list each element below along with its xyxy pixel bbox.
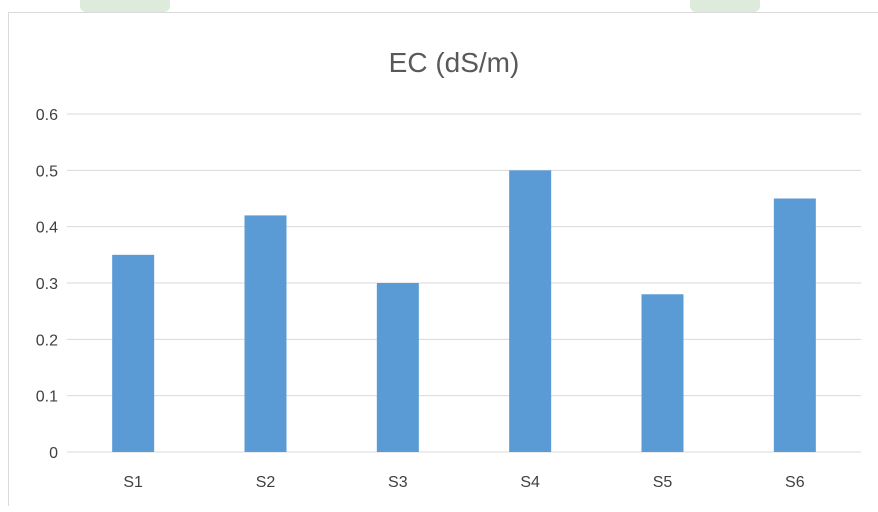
y-tick-label: 0.4: [36, 220, 58, 237]
bar-s6: [773, 198, 816, 452]
y-tick-label: 0.3: [36, 276, 58, 293]
y-tick-label: 0.2: [36, 332, 58, 349]
top-band: [0, 0, 878, 12]
bar-s2: [244, 215, 287, 452]
decorative-band-right: [690, 0, 760, 12]
decorative-band-left: [80, 0, 170, 12]
gridlines: [67, 113, 861, 453]
bar-s1: [112, 254, 155, 452]
x-tick-label-s3: S3: [388, 474, 408, 491]
bar-s3: [376, 283, 419, 452]
bars: [112, 170, 816, 453]
y-tick-label: 0.6: [36, 107, 58, 124]
chart-title: EC (dS/m): [389, 47, 520, 78]
x-tick-label-s4: S4: [520, 474, 540, 491]
y-tick-label: 0.1: [36, 389, 58, 406]
y-tick-label: 0: [49, 445, 58, 462]
x-tick-label-s1: S1: [123, 474, 143, 491]
bar-chart: EC (dS/m) 0 0.1 0.2 0.3 0.4 0.5 0.6 S1 S2 S3 S4 S5…: [36, 47, 861, 491]
x-tick-label-s2: S2: [256, 474, 276, 491]
y-axis-ticks: 0 0.1 0.2 0.3 0.4 0.5 0.6: [36, 107, 58, 462]
chart-area: EC (dS/m) 0 0.1 0.2 0.3 0.4 0.5 0.6 S1 S2 S3 S4 S5…: [8, 12, 878, 506]
x-tick-label-s5: S5: [653, 474, 673, 491]
bar-s4: [509, 170, 552, 453]
y-tick-label: 0.5: [36, 163, 58, 180]
x-tick-label-s6: S6: [785, 474, 805, 491]
x-axis-ticks: S1 S2 S3 S4 S5 S6: [123, 474, 804, 491]
bar-s5: [641, 294, 684, 452]
